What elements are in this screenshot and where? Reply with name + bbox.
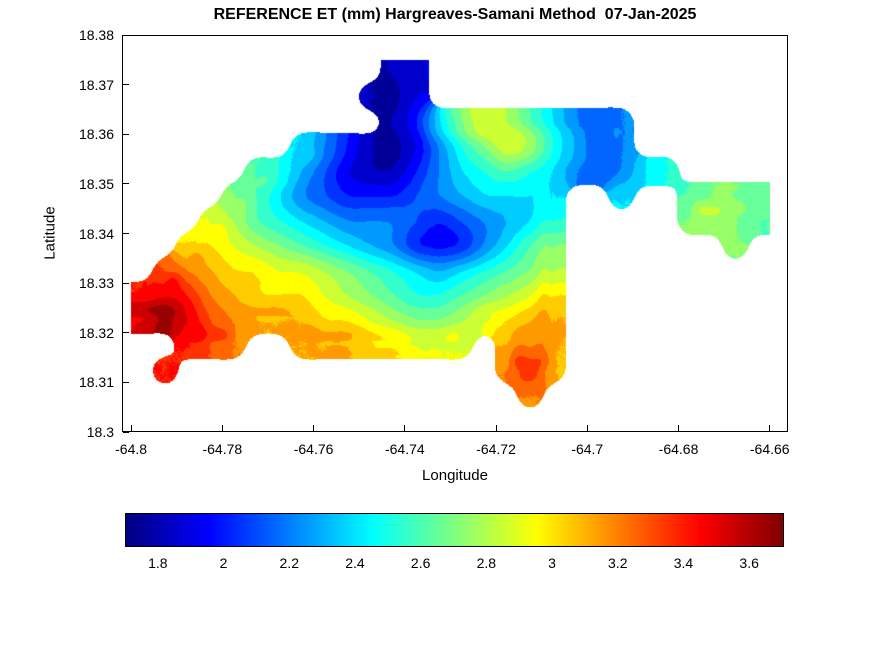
x-tick-mark (769, 425, 771, 431)
y-tick-mark (123, 133, 129, 135)
colorbar-tick-label: 1.8 (148, 555, 168, 571)
y-tick-label: 18.37 (78, 76, 114, 93)
x-tick-mark (404, 425, 406, 431)
x-tick-label: -64.68 (658, 441, 699, 457)
chart-title: REFERENCE ET (mm) Hargreaves-Samani Meth… (213, 6, 697, 23)
y-tick-mark (123, 431, 129, 433)
colorbar-tick-label: 3 (548, 555, 556, 571)
colorbar-tick-label: 3.6 (739, 555, 759, 571)
y-tick-label: 18.34 (78, 225, 114, 242)
x-tick-label: -64.74 (384, 441, 425, 457)
x-tick-label: -64.7 (571, 441, 604, 457)
y-tick-label: 18.38 (78, 27, 114, 43)
contour-map-canvas (122, 35, 788, 432)
y-tick-label: 18.36 (78, 126, 114, 143)
y-tick-label: 18.33 (78, 275, 114, 292)
x-tick-mark (586, 425, 588, 431)
x-tick-label: -64.8 (115, 441, 148, 457)
y-axis-label: Latitude (41, 206, 59, 260)
colorbar-tick-label: 2 (219, 555, 228, 571)
y-tick-label: 18.31 (78, 374, 114, 391)
x-tick-label: -64.66 (749, 441, 790, 457)
y-tick-mark (123, 332, 129, 334)
x-tick-label: -64.76 (293, 441, 334, 457)
y-tick-mark (123, 183, 129, 185)
x-tick-mark (130, 425, 132, 431)
y-tick-label: 18.32 (78, 324, 114, 341)
y-tick-label: 18.3 (86, 424, 114, 440)
colorbar-tick-label: 2.2 (279, 555, 299, 571)
y-tick-mark (123, 84, 129, 86)
colorbar-tick-label: 2.4 (345, 555, 365, 571)
y-tick-mark (123, 233, 129, 234)
y-tick-mark (123, 34, 129, 36)
colorbar-tick-label: 3.2 (608, 555, 628, 571)
colorbar-tick-label: 3.4 (673, 555, 694, 571)
x-tick-label: -64.72 (476, 441, 516, 457)
x-axis-label: Longitude (422, 467, 488, 484)
x-tick-mark (221, 425, 223, 431)
x-tick-label: -64.78 (202, 441, 243, 457)
y-tick-label: 18.35 (78, 175, 114, 192)
x-tick-mark (313, 425, 315, 431)
colorbar-canvas (125, 513, 784, 547)
colorbar-tick-label: 2.6 (410, 555, 431, 571)
y-tick-mark (123, 381, 129, 383)
y-tick-mark (123, 282, 129, 284)
colorbar-tick-label: 2.8 (476, 555, 497, 571)
x-tick-mark (678, 425, 680, 431)
x-tick-mark (495, 425, 497, 431)
